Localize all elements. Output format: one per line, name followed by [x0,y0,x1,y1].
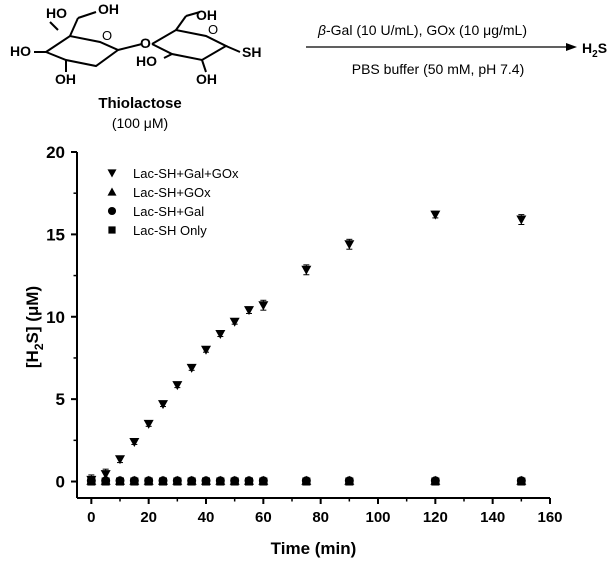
data-point-triangle-down [344,240,355,250]
atom-oh2: OH [55,71,76,87]
x-tick-label: 160 [537,509,562,526]
product-h2s: H2S [582,40,607,60]
data-point-triangle-up [258,475,269,485]
data-point-triangle-down [86,475,97,485]
x-tick-label: 40 [198,509,215,526]
reaction-conditions-bottom: PBS buffer (50 mM, pH 7.4) [352,61,524,77]
data-point-triangle-down [115,455,125,465]
data-point-triangle-up [516,475,527,485]
data-point-triangle-up [158,475,168,485]
data-point-triangle-up [344,475,355,485]
product-h: H [582,40,592,56]
data-point-triangle-up [100,475,111,485]
molecule-name: Thiolactose [98,95,181,112]
y-tick-label: 0 [56,473,65,492]
data-point-triangle-down [172,381,183,391]
legend-label: Lac-SH+Gal+GOx [133,166,239,181]
x-tick-label: 0 [87,509,95,526]
data-point-triangle-up [129,475,140,485]
y-axis-label-sub: 2 [32,343,46,350]
data-point-triangle-down [158,400,168,410]
beta-symbol: β [317,22,326,38]
y-tick-label: 5 [56,390,65,409]
atom-oh-top2: OH [196,7,217,23]
product-s: S [598,40,607,56]
data-point-triangle-down [229,317,240,327]
legend-marker [107,187,117,196]
data-point-triangle-down [186,363,197,373]
data-point-triangle-up [301,475,312,485]
x-tick-label: 20 [140,509,157,526]
atom-ho3: HO [136,53,157,69]
data-point-triangle-down [244,306,254,316]
conditions-text: -Gal (10 U/mL), GOx (10 μg/mL) [326,22,527,38]
data-point-triangle-up [186,475,197,485]
atom-o-ring1: O [102,28,112,43]
h2s-time-chart: 0 20 40 60 80 100 120 140 160 0 5 10 15 20 Lac-SH+Gal… [23,143,563,558]
data-point-triangle-down [143,419,154,429]
data-point-triangle-down [129,437,140,447]
product-sub2: 2 [592,49,598,60]
x-tick-label: 120 [423,509,448,526]
molecule-concentration: (100 μM) [112,115,168,131]
x-tick-label: 80 [312,509,329,526]
data-point-triangle-down [201,345,211,355]
y-tick-label: 15 [46,225,65,244]
y-axis-label: [H2S] (μM) [23,286,46,368]
legend-marker [108,226,116,234]
atom-oh3: OH [196,71,217,87]
reaction-scheme: HO OH HO O O OH O HO OH OH SH Thiolactos… [10,1,607,131]
legend-label: Lac-SH+Gal [133,204,204,219]
data-point-triangle-up [215,475,226,485]
data-point-triangle-up [172,475,183,485]
data-point-triangle-down [215,330,226,340]
atom-sh: SH [242,44,261,60]
atom-ho2: HO [10,43,31,59]
x-axis-label: Time (min) [271,539,357,558]
x-tick-label: 60 [255,509,272,526]
y-axis-label-part1: [H [23,350,42,368]
data-point-triangle-down [258,301,269,311]
chart-ticks: 0 20 40 60 80 100 120 140 160 0 5 10 15 20 [46,143,562,526]
chart-legend: Lac-SH+Gal+GOx Lac-SH+GOx Lac-SH+Gal Lac-SH… [107,166,239,238]
y-tick-label: 10 [46,308,65,327]
y-axis-label-part2: S] (μM) [23,286,42,344]
reaction-conditions-top: β-Gal (10 U/mL), GOx (10 μg/mL) [317,22,527,38]
data-point-triangle-up [229,475,240,485]
legend-marker [107,169,117,178]
y-tick-label: 20 [46,143,65,162]
data-point-triangle-down [516,215,527,225]
data-point-triangle-down [301,265,312,275]
legend-label: Lac-SH Only [133,223,207,238]
data-point-triangle-up [201,475,211,485]
atom-o-ring2: O [208,22,218,37]
x-tick-label: 140 [480,509,505,526]
data-point-triangle-up [143,475,154,485]
legend-label: Lac-SH+GOx [133,185,211,200]
x-tick-label: 100 [365,509,390,526]
atom-ho1: HO [46,5,67,21]
atom-o-link: O [140,35,151,51]
thiolactose-structure [34,11,241,73]
data-point-triangle-up [115,475,125,485]
reaction-arrow-head [566,43,577,51]
data-point-triangle-up [244,475,254,485]
data-point-triangle-up [430,475,441,485]
chart-marks [86,210,527,486]
atom-oh1: OH [98,1,119,17]
legend-marker [107,206,117,216]
data-point-triangle-down [100,470,111,480]
data-point-triangle-down [430,210,441,220]
